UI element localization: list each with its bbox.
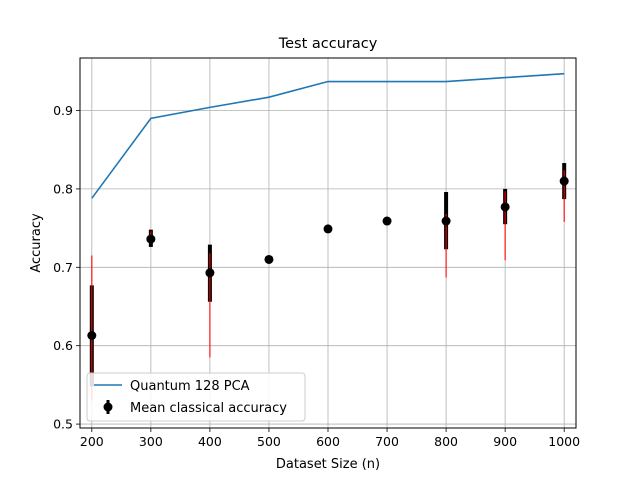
x-tick-label: 800	[434, 434, 458, 449]
y-axis-label: Accuracy	[29, 213, 44, 273]
legend-label-quantum: Quantum 128 PCA	[130, 379, 250, 394]
x-tick-label: 900	[493, 434, 517, 449]
data-point-classical	[205, 268, 215, 278]
data-point-classical	[87, 331, 97, 340]
axis-ticks: 200 300 400 500 600 700 800 900 1000 0.5 0.6 0.7 0.8…	[53, 103, 580, 449]
x-axis-label: Dataset Size (n)	[276, 457, 380, 472]
y-tick-label: 0.9	[53, 103, 73, 118]
plot-data	[87, 72, 569, 401]
y-tick-label: 0.5	[53, 417, 73, 432]
x-tick-label: 200	[80, 434, 104, 449]
data-point-classical	[146, 234, 156, 244]
x-tick-label: 500	[257, 434, 281, 449]
legend-label-classical: Mean classical accuracy	[130, 401, 287, 416]
data-point-classical	[264, 254, 274, 264]
legend-swatch-classical	[103, 400, 113, 414]
x-tick-label: 1000	[548, 434, 580, 449]
y-tick-label: 0.7	[53, 260, 73, 275]
data-point-classical	[559, 176, 569, 186]
legend: Quantum 128 PCA Mean classical accuracy	[86, 372, 306, 422]
x-tick-label: 300	[139, 434, 163, 449]
chart-title: Test accuracy	[278, 36, 378, 52]
x-tick-label: 600	[316, 434, 340, 449]
legend-marker	[103, 402, 113, 412]
data-point-classical	[323, 224, 333, 234]
y-tick-label: 0.8	[53, 181, 73, 196]
data-point-classical	[441, 216, 451, 226]
data-point-classical	[382, 216, 392, 226]
legend-box	[86, 372, 306, 422]
data-point-classical	[500, 202, 510, 212]
x-tick-label: 700	[375, 434, 399, 449]
x-tick-label: 400	[198, 434, 222, 449]
grid	[80, 58, 576, 428]
series-line-quantum	[91, 72, 565, 199]
y-tick-label: 0.6	[53, 338, 73, 353]
